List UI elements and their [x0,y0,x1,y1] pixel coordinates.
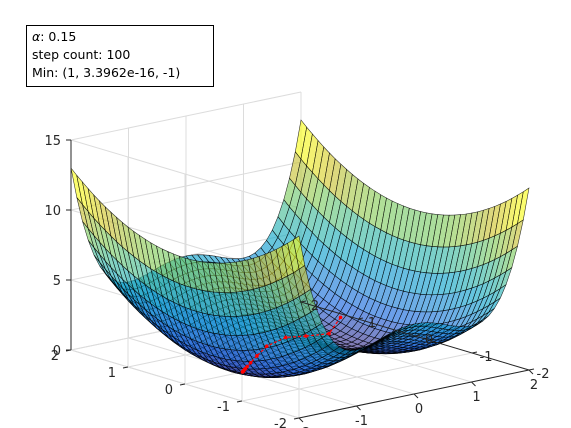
z-tick-label: 0 [53,344,61,359]
path-segment [328,317,342,335]
min-value: Min: (1, 3.3962e-16, -1) [32,65,181,80]
axis-line [414,334,421,337]
path-segment [256,345,268,357]
axis-line [471,381,476,387]
y-tick-label: -1 [480,350,493,365]
grid-line [70,161,302,211]
axis-line [179,383,186,386]
z-tick-label: 10 [44,204,61,219]
grid-line [241,352,473,402]
grid-line [70,139,300,209]
surface-mesh [70,119,530,378]
axis-line [357,317,364,320]
path-point [338,315,343,320]
axis-line [293,417,300,420]
path-point [284,335,288,340]
path-point [240,370,245,374]
path-point [255,354,259,358]
axis-line [122,366,129,369]
grid-line [70,91,302,141]
x-tick-label: -1 [355,414,368,428]
path-segment [305,333,330,337]
path-point [304,334,308,338]
x-tick-label: -2 [298,426,311,428]
path-point [248,360,253,365]
side-tick-label: 1 [108,366,116,381]
annotation-box: α: 0.15 step count: 100 Min: (1, 3.3962e… [26,25,214,87]
side-tick-label: 2 [51,349,59,364]
x-tick-label: 0 [415,402,423,417]
x-tick-label: 2 [530,378,538,393]
axis-line [413,393,419,399]
side-tick-label: -2 [274,417,287,428]
side-tick-label: -1 [217,400,230,415]
y-tick-label: 0 [425,333,433,348]
axis-line [236,400,243,403]
axis-line [356,405,361,411]
axis-line [298,417,304,423]
surface-patch [292,235,306,270]
axis-line [471,351,478,354]
alpha-line: α: 0.15 [32,28,208,46]
y-tick-label: 1 [368,316,376,331]
axis-line [300,300,307,303]
path-point [327,331,331,336]
z-tick-label: 5 [53,274,61,289]
x-tick-label: 1 [472,390,480,405]
z-tick-label: 15 [44,134,61,149]
descent-path [240,315,343,374]
y-tick-label: 2 [311,299,319,314]
surface-patch [517,187,530,225]
path-segment [266,336,287,347]
path-point [264,344,269,348]
side-tick-label: 0 [165,383,173,398]
y-tick-label: -2 [537,367,550,382]
axis-line [528,368,535,371]
step-count: step count: 100 [32,47,131,62]
path-segment [285,335,307,339]
axis-line [528,369,534,375]
alpha-symbol: α [32,29,41,44]
alpha-value: : 0.15 [40,29,77,44]
surface-patch [385,329,397,337]
